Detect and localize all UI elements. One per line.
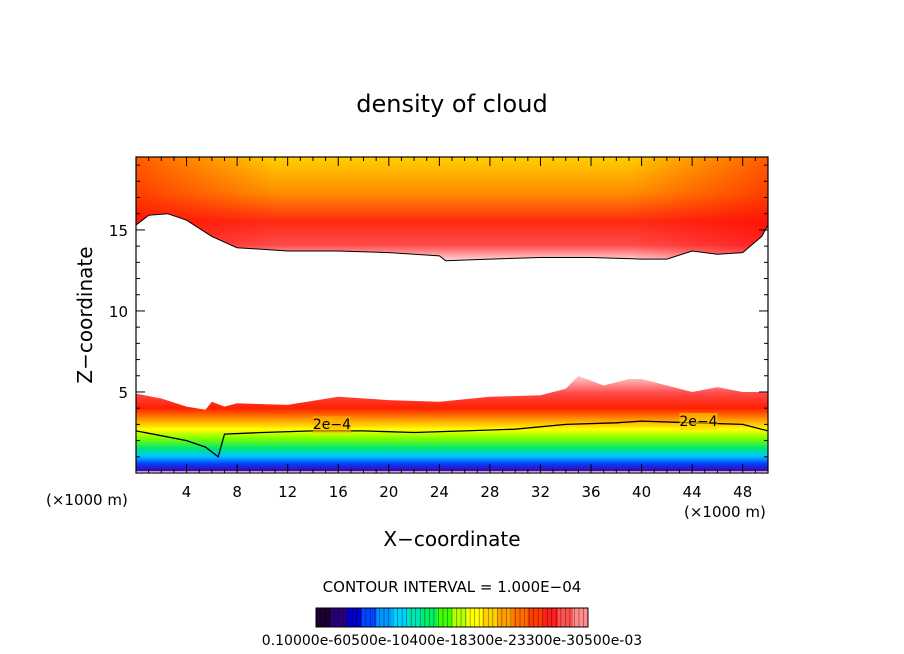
colorbar-swatch bbox=[316, 608, 332, 627]
upper-layer-base-contour bbox=[135, 213, 769, 262]
x-tick-label: 8 bbox=[232, 483, 242, 501]
y-axis-label: Z−coordinate bbox=[73, 246, 97, 383]
x-tick-label: 16 bbox=[329, 483, 348, 501]
colorbar-swatch bbox=[527, 608, 544, 627]
colorbar-swatch bbox=[406, 608, 423, 627]
contour-interval-note: CONTOUR INTERVAL = 1.000E−04 bbox=[323, 578, 582, 596]
x-axis-label: X−coordinate bbox=[383, 527, 520, 551]
colorbar-swatch bbox=[391, 608, 408, 627]
contour-label: 2e−4 bbox=[313, 417, 351, 433]
chart-title: density of cloud bbox=[356, 90, 547, 118]
x-tick-label: 20 bbox=[379, 483, 398, 501]
y-tick-label: 15 bbox=[109, 222, 128, 240]
lower-cloud-layer bbox=[136, 375, 768, 472]
x-tick-label: 32 bbox=[531, 483, 550, 501]
colorbar-swatch bbox=[452, 608, 468, 627]
x-unit-right: (×1000 m) bbox=[684, 503, 766, 521]
x-unit-left: (×1000 m) bbox=[46, 491, 128, 509]
upper-cloud-layer-edges bbox=[136, 157, 768, 261]
x-tick-label: 28 bbox=[480, 483, 499, 501]
x-tick-label: 40 bbox=[632, 483, 651, 501]
colorbar-swatch bbox=[436, 608, 453, 627]
y-tick-label: 5 bbox=[118, 384, 128, 402]
y-tick-label: 10 bbox=[109, 303, 128, 321]
x-tick-label: 4 bbox=[182, 483, 192, 501]
colorbar-tick-labels: 0.10000e-60500e-10400e-18300e-23300e-305… bbox=[262, 633, 642, 649]
contour-labels: 2e−4 2e−4 bbox=[312, 413, 718, 434]
x-tick-label: 48 bbox=[733, 483, 752, 501]
colorbar-frame bbox=[315, 607, 589, 628]
contour-label-bg bbox=[679, 413, 718, 431]
colorbar-swatch bbox=[542, 608, 559, 627]
x-tick-label: 24 bbox=[430, 483, 449, 501]
contour-label-bg bbox=[312, 416, 351, 434]
x-tick-label: 12 bbox=[278, 483, 297, 501]
contour-label: 2e−4 bbox=[679, 414, 717, 430]
colorbar-swatch bbox=[361, 608, 377, 627]
colorbar-swatch bbox=[482, 608, 498, 627]
x-tick-label: 44 bbox=[683, 483, 702, 501]
colorbar-swatch bbox=[497, 608, 513, 627]
colorbar-swatch bbox=[346, 608, 362, 627]
colorbar-swatch bbox=[572, 608, 589, 627]
colorbar bbox=[315, 607, 589, 628]
x-tick-label: 36 bbox=[581, 483, 600, 501]
contour-line-2e-4 bbox=[135, 420, 769, 458]
